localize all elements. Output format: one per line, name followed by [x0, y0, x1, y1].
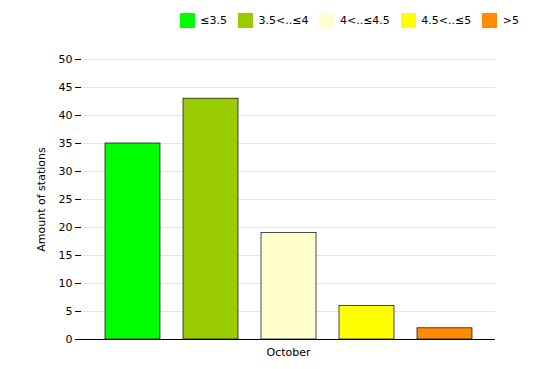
- svg-text:15: 15: [59, 249, 73, 262]
- svg-text:Amount of stations: Amount of stations: [35, 147, 48, 252]
- svg-text:50: 50: [59, 53, 73, 66]
- svg-text:40: 40: [59, 109, 73, 122]
- svg-text:0: 0: [66, 333, 73, 346]
- html-text:4<..≤4.5: 4<..≤4.5: [339, 14, 390, 27]
- svg-text:October: October: [266, 346, 310, 359]
- svg-text:20: 20: [59, 221, 73, 234]
- svg-text:30: 30: [59, 165, 73, 178]
- svg-text:35: 35: [59, 137, 73, 150]
- svg-text:5: 5: [66, 305, 73, 318]
- svg-text:25: 25: [59, 193, 73, 206]
- html-text:>5: >5: [502, 14, 519, 27]
- svg-text:10: 10: [59, 277, 73, 290]
- html-text:≤3.5: ≤3.5: [200, 14, 227, 27]
- html-text:4.5<..≤5: 4.5<..≤5: [421, 14, 472, 27]
- html-text:3.5<..≤4: 3.5<..≤4: [258, 14, 309, 27]
- svg-text:45: 45: [59, 81, 73, 94]
